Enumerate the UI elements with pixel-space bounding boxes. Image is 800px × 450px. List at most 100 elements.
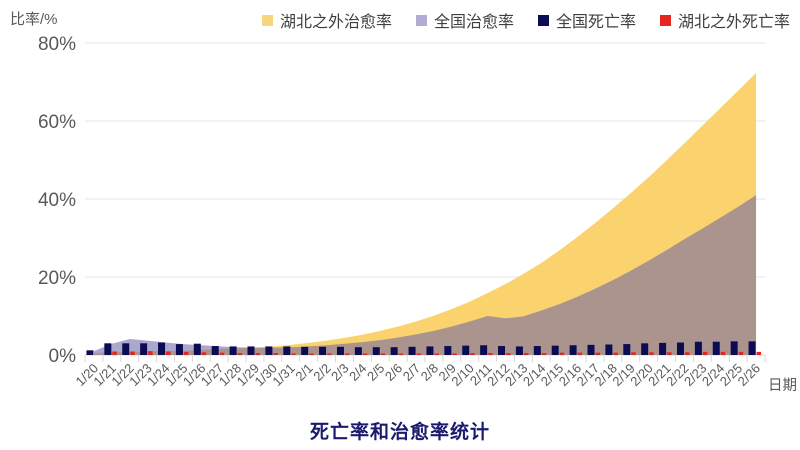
legend-swatch-national-death [537,14,549,26]
bar-national-death-rate [354,347,362,355]
bar-national-death-rate [569,345,577,355]
bar-hubei-outside-death-rate [756,351,762,355]
bar-national-death-rate [551,345,559,355]
legend-item-hubei-outside-death: 湖北之外死亡率 [659,8,790,32]
bar-hubei-outside-death-rate [452,353,457,355]
bar-hubei-outside-death-rate [183,351,189,355]
x-axis-title: 日期 [768,377,797,394]
area-national-cure-rate [93,195,757,355]
bar-national-death-rate [104,343,112,355]
bar-hubei-outside-death-rate [166,351,171,355]
bar-national-death-rate [444,346,452,355]
bar-national-death-rate [533,346,541,355]
legend-swatch-national-cure [415,14,427,26]
bar-national-death-rate [193,343,201,355]
bar-national-death-rate [301,346,309,355]
bar-hubei-outside-death-rate [309,353,314,355]
bar-national-death-rate [229,346,237,355]
bar-national-death-rate [372,347,380,355]
y-tick-label: 80% [38,34,76,55]
bar-hubei-outside-death-rate [273,353,278,355]
bar-national-death-rate [623,344,631,355]
bar-national-death-rate [283,346,291,355]
bar-national-death-rate [390,347,398,355]
bar-national-death-rate [122,343,130,355]
bar-national-death-rate [694,341,702,355]
bar-hubei-outside-death-rate [237,353,243,355]
bar-national-death-rate [587,344,595,355]
legend-label-hubei-outside-death: 湖北之外死亡率 [677,14,790,31]
bar-hubei-outside-death-rate [506,353,511,355]
y-tick-label: 40% [38,190,76,211]
bar-hubei-outside-death-rate [201,352,207,355]
bar-hubei-outside-death-rate [470,353,475,355]
bar-hubei-outside-death-rate [380,353,386,355]
bar-national-death-rate [319,346,327,355]
chart-title: 死亡率和治愈率统计 [309,422,490,443]
y-tick-label: 0% [49,346,77,367]
bar-national-death-rate [336,346,344,355]
bar-national-death-rate [676,342,684,355]
y-tick-label: 60% [38,112,76,133]
bar-hubei-outside-death-rate [398,353,404,355]
bar-hubei-outside-death-rate [148,351,153,355]
bar-hubei-outside-death-rate [327,353,332,355]
bar-national-death-rate [86,350,94,355]
bar-national-death-rate [712,341,720,355]
bar-national-death-rate [426,346,434,355]
bar-national-death-rate [140,343,148,355]
bar-hubei-outside-death-rate [738,351,744,355]
bar-hubei-outside-death-rate [702,351,708,355]
bar-hubei-outside-death-rate [559,352,565,355]
bar-hubei-outside-death-rate [255,353,260,355]
bar-national-death-rate [175,344,183,355]
bar-national-death-rate [730,341,738,355]
legend-label-national-cure: 全国治愈率 [433,14,514,31]
bar-national-death-rate [211,346,219,355]
legend-label-hubei-outside-cure: 湖北之外治愈率 [279,14,392,31]
bar-hubei-outside-death-rate [720,351,726,355]
bar-hubei-outside-death-rate [541,353,547,355]
bar-national-death-rate [480,345,488,355]
bar-national-death-rate [659,342,667,355]
legend-item-national-cure: 全国治愈率 [415,8,514,32]
legend-item-national-death: 全国死亡率 [537,8,636,32]
bar-hubei-outside-death-rate [362,353,368,355]
bar-national-death-rate [408,346,416,355]
legend-item-hubei-outside-cure: 湖北之外治愈率 [261,8,392,32]
legend-swatch-hubei-outside-cure [261,14,273,26]
bar-hubei-outside-death-rate [434,353,439,355]
area-hubei-outside-cure-rate [93,73,757,355]
bar-hubei-outside-death-rate [631,352,636,355]
bar-national-death-rate [158,342,166,355]
bar-hubei-outside-death-rate [684,352,690,355]
bar-national-death-rate [748,341,756,355]
bar-national-death-rate [605,344,613,355]
legend-label-national-death: 全国死亡率 [555,14,636,31]
y-axis-unit-label: 比率/% [10,11,58,28]
bar-national-death-rate [641,343,649,355]
bar-hubei-outside-death-rate [219,352,225,355]
bar-hubei-outside-death-rate [523,353,529,355]
legend-swatch-hubei-outside-death [659,14,671,26]
bar-hubei-outside-death-rate [595,352,600,355]
bar-hubei-outside-death-rate [613,352,618,355]
y-tick-label: 20% [38,268,76,289]
bar-hubei-outside-death-rate [649,352,654,355]
bar-hubei-outside-death-rate [112,351,117,355]
bar-national-death-rate [247,346,255,355]
bar-hubei-outside-death-rate [130,351,135,355]
bar-national-death-rate [462,345,470,355]
bar-hubei-outside-death-rate [667,352,672,355]
bar-hubei-outside-death-rate [488,353,493,355]
bar-hubei-outside-death-rate [416,353,422,355]
bar-hubei-outside-death-rate [344,353,350,355]
bar-hubei-outside-death-rate [291,353,296,355]
bar-national-death-rate [498,346,506,355]
bar-national-death-rate [265,346,273,355]
bar-hubei-outside-death-rate [577,352,583,355]
bar-national-death-rate [515,346,523,355]
chart-legend: 湖北之外治愈率 全国治愈率 全国死亡率 湖北之外死亡率 [261,8,790,32]
